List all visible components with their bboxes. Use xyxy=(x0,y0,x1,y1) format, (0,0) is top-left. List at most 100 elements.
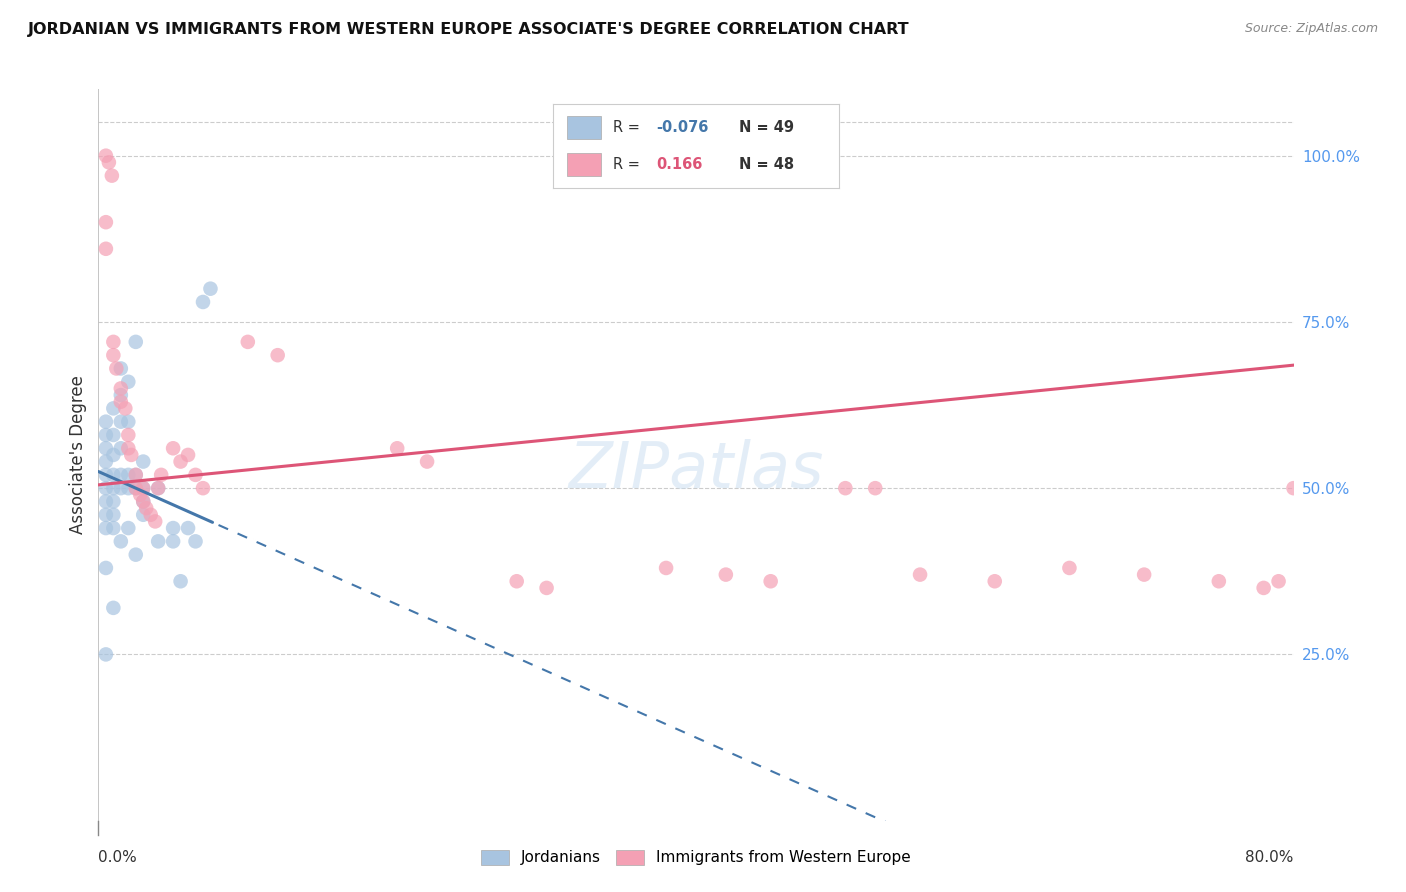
Point xyxy=(94,215,117,229)
Point xyxy=(110,381,132,395)
Point xyxy=(94,415,117,429)
Point xyxy=(110,394,132,409)
Point xyxy=(117,375,139,389)
Point xyxy=(117,442,139,456)
Point xyxy=(103,508,125,522)
Point xyxy=(103,348,125,362)
Point xyxy=(150,467,173,482)
Text: 0.0%: 0.0% xyxy=(98,850,138,865)
Point xyxy=(191,295,214,310)
Point xyxy=(120,448,142,462)
Point xyxy=(117,428,139,442)
Point xyxy=(103,600,125,615)
Point xyxy=(125,481,148,495)
Point xyxy=(834,481,856,495)
Point xyxy=(103,428,125,442)
Point xyxy=(714,567,737,582)
Point xyxy=(110,388,132,402)
Point xyxy=(125,467,148,482)
Point xyxy=(148,481,170,495)
Point xyxy=(94,481,117,495)
Point xyxy=(536,581,558,595)
Point xyxy=(94,454,117,468)
Point xyxy=(103,448,125,462)
Point xyxy=(110,534,132,549)
Point xyxy=(125,548,148,562)
Point xyxy=(655,561,678,575)
Point xyxy=(162,521,184,535)
Point xyxy=(184,467,207,482)
Point xyxy=(267,348,290,362)
Point xyxy=(114,401,136,416)
Point xyxy=(117,415,139,429)
Point xyxy=(169,454,191,468)
Point xyxy=(105,361,128,376)
Point xyxy=(117,467,139,482)
Point xyxy=(94,149,117,163)
Point xyxy=(148,481,170,495)
Point xyxy=(125,334,148,349)
Point xyxy=(177,448,200,462)
Point xyxy=(135,501,157,516)
Point xyxy=(184,534,207,549)
Point xyxy=(117,481,139,495)
Point xyxy=(162,534,184,549)
Point xyxy=(103,467,125,482)
Point xyxy=(103,494,125,508)
Point xyxy=(110,481,132,495)
Point xyxy=(416,454,439,468)
Point xyxy=(94,561,117,575)
Point xyxy=(385,442,409,456)
Point xyxy=(94,508,117,522)
Point xyxy=(94,428,117,442)
Point xyxy=(169,574,191,589)
Point xyxy=(1208,574,1230,589)
Point xyxy=(129,488,152,502)
Point xyxy=(103,401,125,416)
Point xyxy=(94,442,117,456)
Point xyxy=(94,648,117,662)
Text: ZIPatlas: ZIPatlas xyxy=(568,439,824,500)
Point xyxy=(1267,574,1289,589)
Point xyxy=(132,454,155,468)
Point xyxy=(110,415,132,429)
Text: Source: ZipAtlas.com: Source: ZipAtlas.com xyxy=(1244,22,1378,36)
Y-axis label: Associate's Degree: Associate's Degree xyxy=(69,376,87,534)
Text: JORDANIAN VS IMMIGRANTS FROM WESTERN EUROPE ASSOCIATE'S DEGREE CORRELATION CHART: JORDANIAN VS IMMIGRANTS FROM WESTERN EUR… xyxy=(28,22,910,37)
Point xyxy=(1253,581,1275,595)
Point xyxy=(236,334,259,349)
Point xyxy=(200,282,222,296)
Point xyxy=(1282,481,1305,495)
Text: 80.0%: 80.0% xyxy=(1246,850,1294,865)
Point xyxy=(94,467,117,482)
Point xyxy=(148,534,170,549)
Point xyxy=(103,334,125,349)
Point xyxy=(132,494,155,508)
Point xyxy=(125,481,148,495)
Point xyxy=(759,574,782,589)
Point xyxy=(94,521,117,535)
Point xyxy=(97,155,120,169)
Point xyxy=(984,574,1007,589)
Point xyxy=(110,442,132,456)
Point xyxy=(110,467,132,482)
Point xyxy=(191,481,214,495)
Point xyxy=(177,521,200,535)
Point xyxy=(94,242,117,256)
Point xyxy=(506,574,529,589)
Point xyxy=(908,567,931,582)
Legend: Jordanians, Immigrants from Western Europe: Jordanians, Immigrants from Western Euro… xyxy=(475,844,917,871)
Point xyxy=(132,481,155,495)
Point xyxy=(117,521,139,535)
Point xyxy=(125,467,148,482)
Point xyxy=(103,521,125,535)
Point xyxy=(94,494,117,508)
Point xyxy=(865,481,887,495)
Point xyxy=(1133,567,1156,582)
Point xyxy=(132,481,155,495)
Point xyxy=(1059,561,1081,575)
Point xyxy=(139,508,162,522)
Point xyxy=(110,361,132,376)
Point xyxy=(103,481,125,495)
Point xyxy=(162,442,184,456)
